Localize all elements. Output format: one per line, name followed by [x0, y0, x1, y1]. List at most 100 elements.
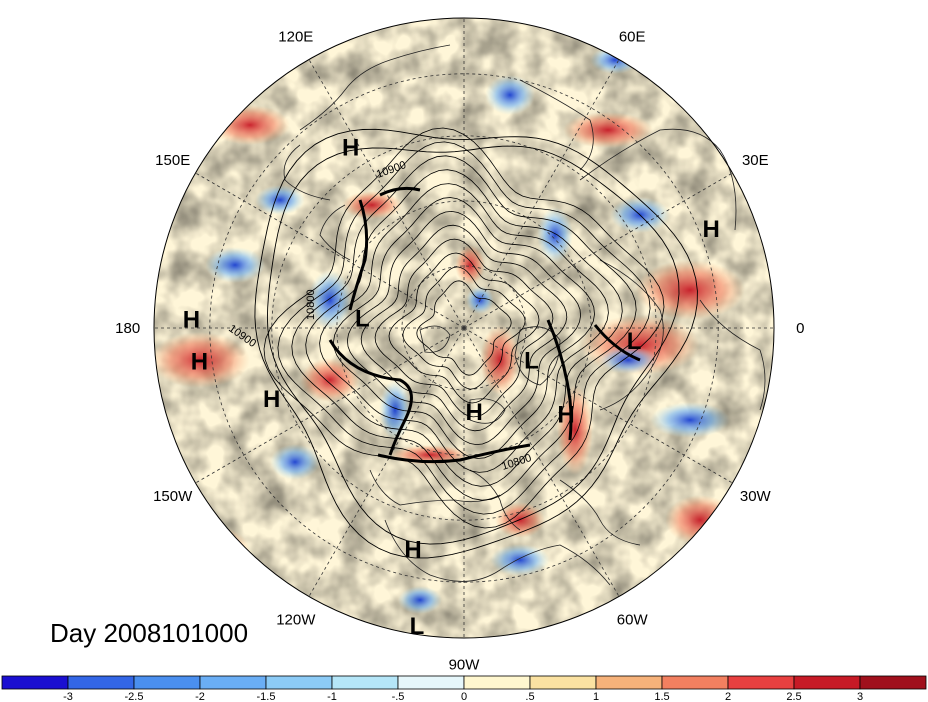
meridian-line [463, 327, 733, 484]
coastline [579, 128, 737, 231]
colorbar-swatch [67, 675, 135, 690]
longitude-label: 60E [619, 29, 646, 46]
longitude-label: 120E [278, 29, 313, 46]
warm-anomaly [563, 112, 653, 148]
longitude-label: 0 [796, 320, 804, 337]
meridian-line [308, 327, 465, 597]
warm-anomaly [455, 245, 485, 285]
colorbar-tick-label: 3 [857, 691, 863, 702]
height-contour [388, 252, 540, 404]
cold-anomaly [270, 444, 320, 480]
low-pressure-label: L [355, 305, 370, 332]
meridian-line [463, 327, 620, 597]
colorbar-tick-label: -3 [63, 691, 73, 702]
low-pressure-label: L [627, 328, 642, 355]
colorbar-tick-label: 1 [593, 691, 599, 702]
colorbar-tick-label: -2 [195, 691, 205, 702]
warm-anomaly [170, 525, 250, 575]
cold-anomaly [490, 544, 550, 576]
warm-anomaly [665, 495, 735, 545]
longitude-label: 150W [153, 488, 193, 505]
longitude-label: 150E [155, 152, 190, 169]
contour-label: 10800 [305, 289, 317, 320]
height-contour [277, 141, 651, 515]
cold-anomaly [308, 270, 352, 330]
warm-anomaly [210, 105, 290, 145]
coastline [599, 259, 664, 411]
high-pressure-label: H [557, 402, 574, 429]
height-contour [346, 210, 582, 446]
high-pressure-label: H [703, 216, 720, 243]
jet-contour [546, 319, 573, 441]
high-pressure-label: H [466, 399, 483, 426]
latitude-circle [336, 200, 592, 456]
colorbar-tick-label: 0 [461, 691, 467, 702]
colorbar-swatch [727, 675, 795, 690]
high-pressure-label: H [342, 135, 359, 162]
high-pressure-label: H [183, 307, 200, 334]
jet-contour [348, 199, 369, 311]
colorbar-swatch [793, 675, 861, 690]
colorbar-swatch [199, 675, 267, 690]
colorbar-tick-label: -1 [327, 691, 337, 702]
coastlines [283, 44, 766, 586]
longitude-label: 30E [742, 152, 769, 169]
warm-anomaly [154, 332, 250, 388]
coastline [699, 299, 766, 411]
meridian-line [308, 59, 465, 329]
coastline [519, 79, 594, 171]
colorbar-swatch [397, 675, 465, 690]
meridian-line [463, 172, 733, 329]
colorbar-swatch [133, 675, 201, 690]
coastline [469, 398, 506, 424]
coastline [419, 325, 451, 353]
jet-contour [328, 339, 413, 456]
low-pressure-label: L [524, 347, 539, 374]
colorbar-swatch [331, 675, 399, 690]
coastline [469, 469, 521, 531]
longitude-label: 90E [451, 0, 478, 1]
high-pressure-label: H [263, 386, 280, 413]
longitude-label: 180 [115, 320, 140, 337]
colorbar-tick-label: 1.5 [654, 691, 669, 702]
colorbar-swatch [595, 675, 663, 690]
colorbar-swatch [859, 675, 927, 690]
height-contour [374, 238, 554, 418]
low-pressure-label: L [410, 613, 425, 640]
meridian-line [195, 172, 465, 329]
colorbar-swatch [1, 675, 69, 690]
coastline [369, 469, 501, 506]
colorbar-swatch [661, 675, 729, 690]
colorbar-tick-label: .5 [525, 691, 534, 702]
height-contour [416, 280, 512, 376]
colorbar-tick-label: -2.5 [125, 691, 144, 702]
colorbar-tick-label: 2.5 [786, 691, 801, 702]
height-contour [360, 224, 568, 432]
colorbar-tick-label: 2 [725, 691, 731, 702]
height-contour [263, 127, 665, 529]
warm-anomaly [480, 325, 520, 395]
high-pressure-label: H [404, 537, 421, 564]
colorbar: -3 -2.5 -2 -1.5 -1 -.5 0 .5 1 1.5 2 2.5 3 [1, 675, 927, 702]
height-contour [319, 183, 609, 473]
height-contour [333, 197, 595, 459]
coastline [319, 204, 351, 261]
cold-anomaly [379, 380, 411, 440]
colorbar-swatch [463, 675, 531, 690]
cold-anomaly [485, 75, 535, 115]
meridian-line [463, 59, 620, 329]
latitude-circle [209, 73, 719, 583]
jet-contour [593, 324, 641, 362]
cold-anomaly [650, 402, 730, 438]
height-contour [266, 145, 680, 545]
coastline [283, 144, 331, 201]
graticule [154, 18, 774, 638]
colorbar-swatch [529, 675, 597, 690]
cold-anomaly [398, 586, 442, 614]
height-contour [291, 155, 637, 501]
warm-anomaly [635, 260, 745, 320]
coastline [384, 519, 611, 586]
jet-contour [377, 443, 531, 464]
